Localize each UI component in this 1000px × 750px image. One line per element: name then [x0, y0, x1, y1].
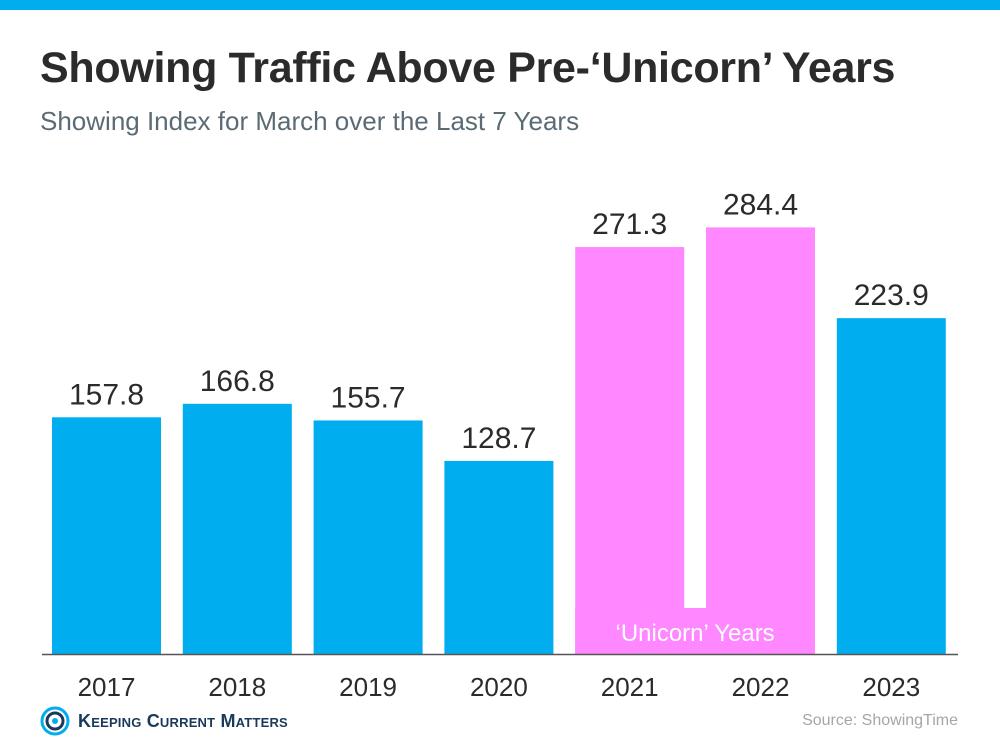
category-label-2018: 2018 — [208, 672, 266, 702]
highlight-layer: ‘Unicorn’ Years — [575, 608, 815, 654]
value-label-2021: 271.3 — [592, 208, 667, 241]
value-label-2017: 157.8 — [69, 378, 144, 411]
category-label-2020: 2020 — [470, 672, 528, 702]
category-label-2017: 2017 — [78, 672, 136, 702]
bars-layer — [52, 227, 946, 655]
brand-logo: Keeping Current Matters — [40, 704, 288, 738]
chart-title: Showing Traffic Above Pre-‘Unicorn’ Year… — [40, 44, 896, 92]
category-label-2019: 2019 — [339, 672, 397, 702]
category-label-2022: 2022 — [732, 672, 790, 702]
category-label-2021: 2021 — [601, 672, 659, 702]
brand-name: Keeping Current Matters — [78, 710, 288, 731]
bar-2018 — [182, 403, 292, 654]
bar-2019 — [313, 420, 423, 654]
bar-2023 — [836, 318, 946, 654]
bar-2021 — [575, 247, 685, 655]
top-accent-bar — [0, 0, 1000, 10]
kcm-circle-logo-icon — [40, 706, 70, 736]
value-label-2022: 284.4 — [723, 188, 798, 221]
bar-2020 — [444, 460, 554, 654]
bar-2017 — [52, 417, 161, 654]
bar-2022 — [706, 227, 815, 654]
value-label-2020: 128.7 — [461, 422, 536, 455]
unicorn-years-band — [575, 608, 815, 654]
chart-subtitle: Showing Index for March over the Last 7 … — [40, 106, 580, 136]
category-label-2023: 2023 — [862, 672, 920, 702]
value-label-2019: 155.7 — [331, 381, 406, 414]
value-label-2023: 223.9 — [854, 279, 929, 312]
source-note: Source: ShowingTime — [802, 712, 958, 729]
value-label-2018: 166.8 — [200, 365, 275, 398]
unicorn-years-label: ‘Unicorn’ Years — [615, 620, 774, 647]
labels-layer: 157.8 2017 166.8 2018 155.7 2019 128.7 2020 271.… — [69, 188, 929, 702]
